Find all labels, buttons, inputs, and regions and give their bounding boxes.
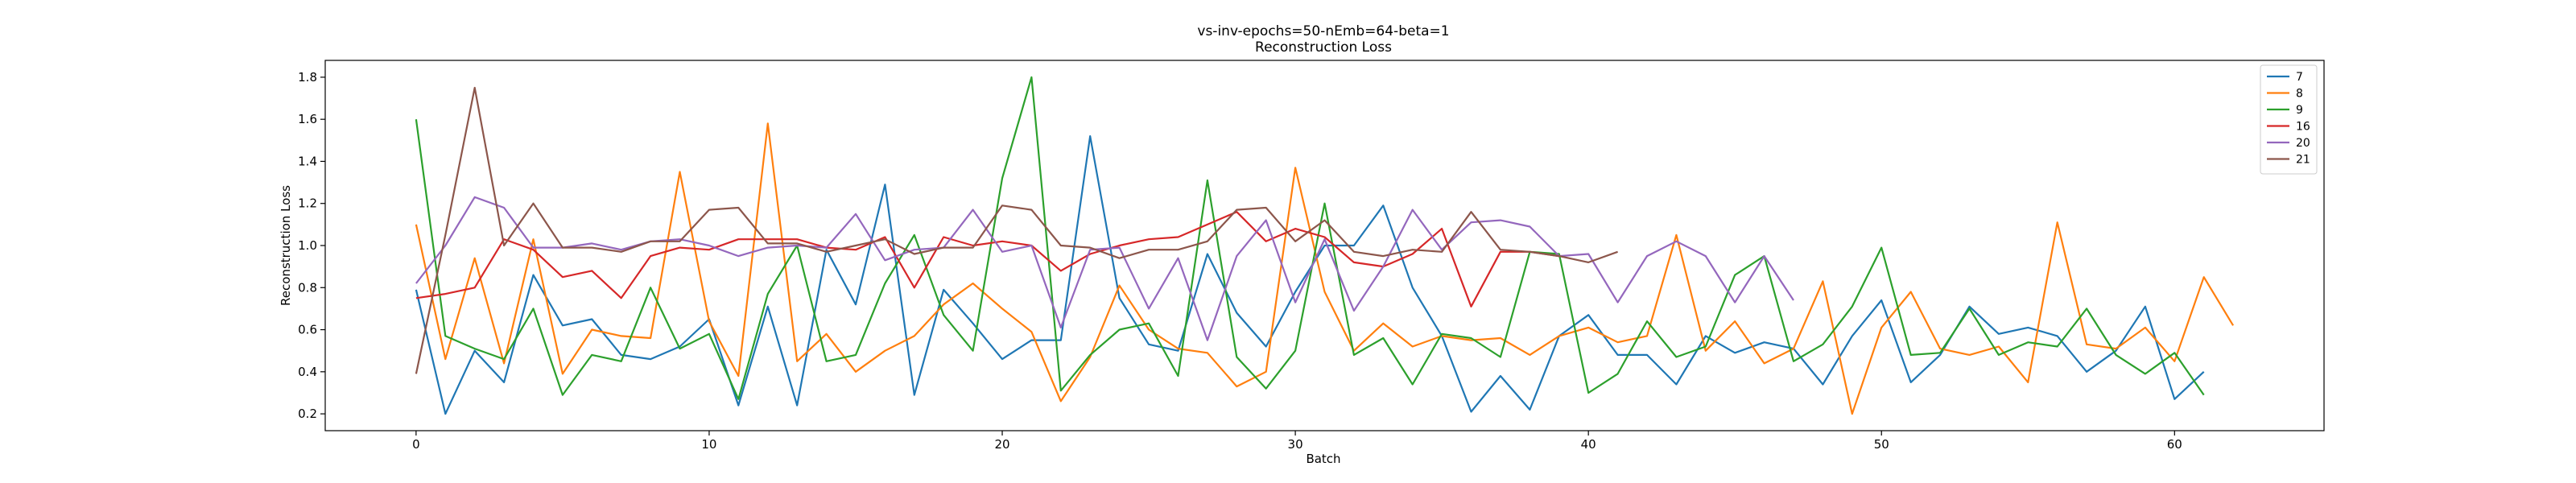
y-tick-label: 1.6 (298, 112, 317, 126)
y-axis-label: Reconstruction Loss (279, 185, 293, 306)
y-tick-label: 1.2 (298, 196, 317, 211)
chart-subtitle: Reconstruction Loss (1255, 39, 1392, 56)
y-tick-label: 0.4 (298, 365, 317, 379)
x-tick-label: 0 (412, 437, 420, 452)
x-tick-label: 50 (1874, 437, 1889, 452)
legend-label-16: 16 (2296, 121, 2310, 134)
x-axis: 0 10 20 30 40 50 60 (412, 431, 2182, 452)
y-tick-label: 1.4 (298, 154, 317, 168)
series-line-21 (415, 86, 1618, 374)
legend-label-7: 7 (2296, 71, 2303, 84)
y-tick-label: 1.8 (298, 70, 317, 85)
series-line-9 (415, 76, 2205, 400)
legend-label-21: 21 (2296, 154, 2310, 167)
legend-label-9: 9 (2296, 104, 2303, 117)
y-tick-label: 0.2 (298, 407, 317, 421)
legend: 7 8 9 16 20 21 (2260, 64, 2318, 175)
legend-label-8: 8 (2296, 88, 2303, 101)
x-tick-label: 30 (1288, 437, 1303, 452)
y-axis: 0.2 0.4 0.6 0.8 1.0 1.2 1.4 1.6 1.8 (298, 70, 325, 421)
plot-lines (415, 76, 2235, 415)
x-tick-label: 60 (2167, 437, 2182, 452)
series-line-7 (415, 135, 2205, 415)
y-tick-label: 0.6 (298, 323, 317, 337)
x-axis-label: Batch (1306, 452, 1340, 466)
y-tick-label: 0.8 (298, 280, 317, 295)
x-tick-label: 40 (1581, 437, 1596, 452)
legend-label-20: 20 (2296, 137, 2310, 150)
series-line-16 (415, 211, 1559, 308)
series-line-8 (415, 122, 2235, 415)
x-tick-label: 20 (994, 437, 1009, 452)
y-tick-label: 1.0 (298, 238, 317, 253)
chart-title: vs-inv-epochs=50-nEmb=64-beta=1 (1197, 23, 1449, 39)
x-tick-label: 10 (701, 437, 716, 452)
